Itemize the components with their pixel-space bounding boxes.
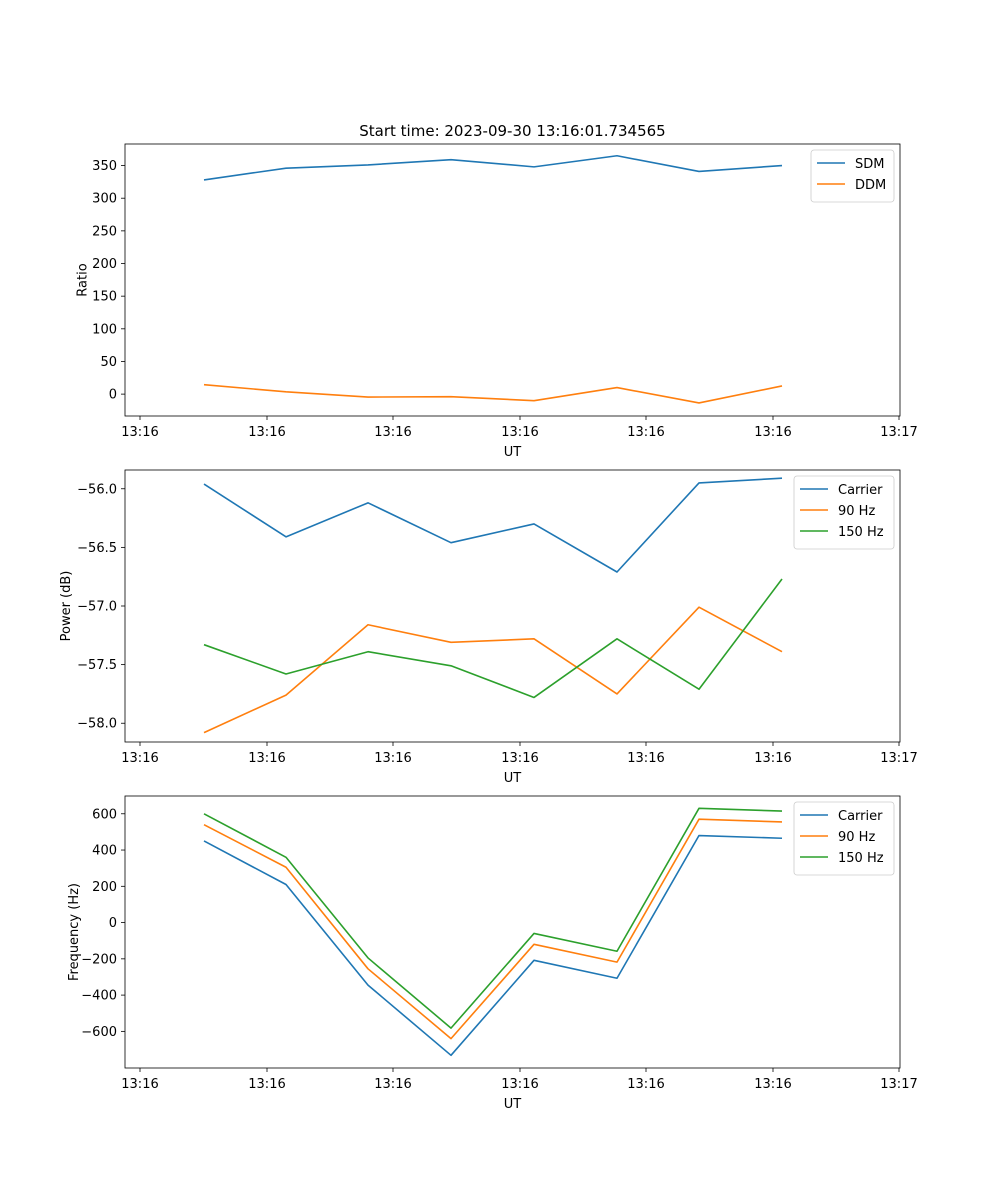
series-line-carrier	[203, 477, 783, 573]
x-tick-label: 13:16	[501, 1077, 538, 1092]
x-tick-label: 13:17	[880, 1077, 917, 1092]
y-axis-label: Power (dB)	[59, 571, 74, 642]
x-axis-label: UT	[504, 445, 522, 460]
legend: Carrier 90 Hz 150 Hz	[793, 801, 895, 876]
y-tick-label: −56.5	[77, 541, 117, 556]
plot-area	[124, 795, 901, 1069]
series-line-150-hz	[203, 807, 783, 1029]
legend-label: Carrier	[838, 809, 883, 824]
series-line-carrier	[203, 834, 783, 1057]
legend-label: DDM	[855, 178, 886, 193]
x-tick-label: 13:16	[248, 1077, 285, 1092]
x-tick-label: 13:16	[248, 425, 285, 440]
series-line-sdm	[203, 154, 783, 181]
y-tick-label: −56.0	[77, 482, 117, 497]
y-axis-label: Ratio	[75, 263, 90, 296]
series-line-90-hz	[203, 818, 783, 1040]
x-tick-label: 13:16	[754, 751, 791, 766]
chart-panel-2: 13:16 13:16 13:16 13:16 13:16 13:16 13:17 UT −58…	[59, 469, 918, 786]
x-tick-label: 13:16	[248, 751, 285, 766]
series-line-ddm	[203, 383, 783, 404]
series-line-90-hz	[203, 606, 783, 734]
y-tick-label: 350	[92, 159, 117, 174]
series-line-150-hz	[203, 578, 783, 699]
legend: SDM DDM	[810, 149, 895, 203]
y-tick-label: −57.5	[77, 658, 117, 673]
y-tick-label: 300	[92, 192, 117, 207]
legend-label: 90 Hz	[838, 504, 875, 519]
chart-panel-1: Start time: 2023-09-30 13:16:01.734565 13…	[75, 122, 917, 460]
y-tick-label: 400	[92, 844, 117, 859]
x-tick-label: 13:16	[501, 751, 538, 766]
y-tick-label: 0	[109, 388, 117, 403]
chart-title: Start time: 2023-09-30 13:16:01.734565	[359, 122, 665, 140]
x-tick-label: 13:16	[374, 425, 411, 440]
x-tick-label: 13:16	[627, 751, 664, 766]
x-tick-label: 13:16	[121, 1077, 158, 1092]
legend-label: Carrier	[838, 483, 883, 498]
x-axis-label: UT	[504, 771, 522, 786]
x-tick-label: 13:16	[374, 1077, 411, 1092]
y-tick-label: 250	[92, 224, 117, 239]
legend-label: 150 Hz	[838, 525, 884, 540]
x-tick-label: 13:16	[754, 425, 791, 440]
plot-area	[124, 143, 901, 417]
x-tick-label: 13:16	[501, 425, 538, 440]
plot-area	[124, 469, 901, 743]
y-tick-label: 200	[92, 880, 117, 895]
y-tick-label: −400	[81, 989, 117, 1004]
y-tick-label: 200	[92, 257, 117, 272]
y-tick-label: 50	[100, 355, 117, 370]
y-tick-label: −58.0	[77, 717, 117, 732]
y-tick-label: −600	[81, 1025, 117, 1040]
x-tick-label: 13:16	[754, 1077, 791, 1092]
y-tick-label: −200	[81, 952, 117, 967]
legend-label: SDM	[855, 157, 884, 172]
x-tick-label: 13:16	[627, 1077, 664, 1092]
y-tick-label: 0	[109, 916, 117, 931]
chart-panel-3: 13:16 13:16 13:16 13:16 13:16 13:16 13:17 UT −60…	[67, 795, 918, 1112]
x-axis-label: UT	[504, 1097, 522, 1112]
x-tick-label: 13:16	[374, 751, 411, 766]
legend: Carrier 90 Hz 150 Hz	[793, 475, 895, 550]
y-axis-label: Frequency (Hz)	[67, 883, 82, 981]
x-tick-label: 13:16	[121, 751, 158, 766]
legend-label: 150 Hz	[838, 851, 884, 866]
y-tick-label: −57.0	[77, 600, 117, 615]
y-tick-label: 150	[92, 290, 117, 305]
y-tick-label: 100	[92, 322, 117, 337]
x-tick-label: 13:16	[121, 425, 158, 440]
legend-label: 90 Hz	[838, 830, 875, 845]
y-tick-label: 600	[92, 807, 117, 822]
x-tick-label: 13:16	[627, 425, 664, 440]
x-tick-label: 13:17	[880, 751, 917, 766]
x-tick-label: 13:17	[880, 425, 917, 440]
